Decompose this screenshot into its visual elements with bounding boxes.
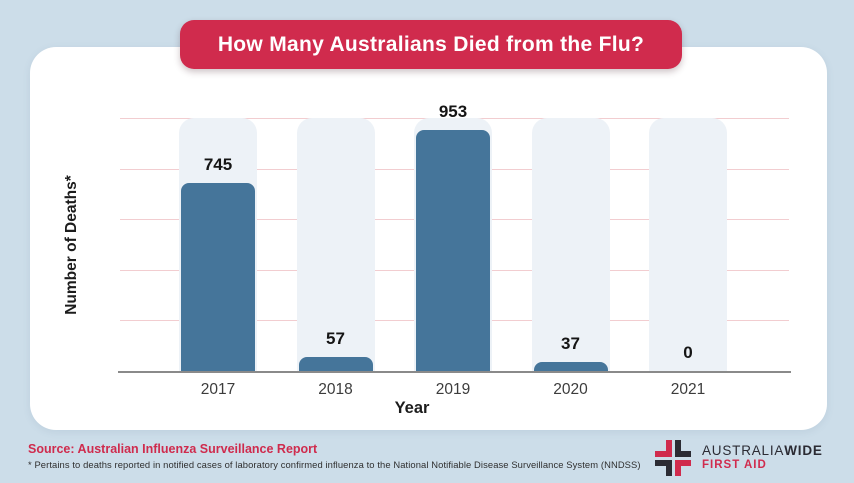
bar-2020 — [533, 361, 608, 371]
title-banner: How Many Australians Died from the Flu? — [180, 20, 682, 69]
x-tick-2021: 2021 — [670, 381, 706, 398]
value-label-2018: 57 — [326, 328, 345, 348]
first-aid-cross-icon — [655, 440, 691, 476]
footnote: * Pertains to deaths reported in notifie… — [28, 459, 641, 470]
x-tick-2019: 2019 — [435, 381, 471, 398]
x-tick-2020: 2020 — [553, 381, 588, 398]
value-label-2017: 745 — [203, 154, 233, 174]
bar-track-2020 — [531, 118, 610, 371]
cross-segment — [674, 459, 691, 476]
bar-2019 — [416, 129, 490, 371]
x-tick-2018: 2018 — [318, 381, 353, 398]
bar-2018 — [298, 356, 373, 371]
x-axis-line — [118, 371, 791, 373]
page-title: How Many Australians Died from the Flu? — [217, 32, 645, 56]
bar-track-2018 — [296, 118, 375, 371]
source-attribution: Source: Australian Influenza Surveillanc… — [28, 442, 318, 456]
x-tick-2017: 2017 — [200, 381, 236, 398]
cross-segment — [674, 440, 691, 457]
bar-track-2021 — [649, 118, 727, 371]
x-axis-title: Year — [394, 399, 430, 417]
brand-subtitle: FIRST AID — [702, 459, 767, 472]
value-label-2019: 953 — [438, 101, 468, 121]
cross-segment — [655, 459, 672, 476]
brand-text: AUSTRALIAWIDE FIRST AID — [702, 443, 823, 472]
value-label-2021: 0 — [683, 343, 693, 362]
value-label-2020: 37 — [561, 333, 580, 353]
y-axis-title: Number of Deaths* — [63, 175, 80, 315]
plot-area: 745 2017 57 2018 953 2019 37 2020 0 2021 — [118, 102, 791, 398]
cross-segment — [655, 440, 672, 457]
brand-name: AUSTRALIAWIDE — [702, 443, 823, 459]
brand-logo: AUSTRALIAWIDE FIRST AID — [655, 440, 823, 476]
bar-2017 — [181, 182, 255, 371]
